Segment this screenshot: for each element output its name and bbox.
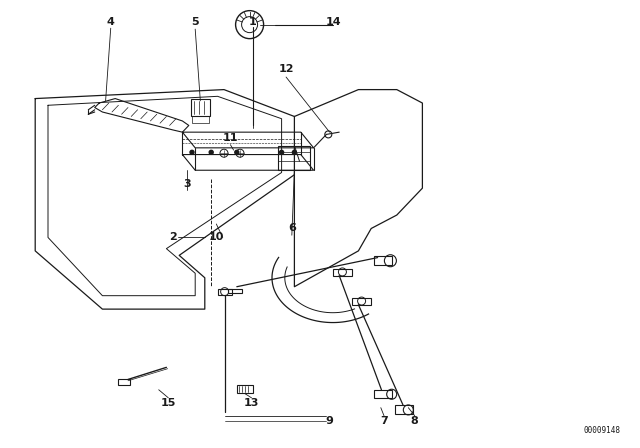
Bar xyxy=(333,269,352,276)
Text: 5: 5 xyxy=(191,17,199,27)
Bar xyxy=(228,289,242,293)
Text: 4: 4 xyxy=(107,17,115,26)
Circle shape xyxy=(209,151,213,154)
Circle shape xyxy=(235,151,239,154)
Bar xyxy=(237,385,253,393)
Circle shape xyxy=(280,151,284,154)
Bar xyxy=(118,379,130,385)
Text: 13: 13 xyxy=(244,398,259,408)
Bar xyxy=(278,146,310,170)
Text: 9: 9 xyxy=(325,416,333,426)
Text: 6: 6 xyxy=(288,224,296,233)
Text: 2: 2 xyxy=(169,233,177,242)
Bar xyxy=(192,116,209,123)
Circle shape xyxy=(190,151,194,154)
Circle shape xyxy=(292,151,296,154)
Text: 1: 1 xyxy=(249,17,257,26)
Bar xyxy=(374,390,392,398)
Bar xyxy=(191,99,210,116)
Text: 3: 3 xyxy=(183,179,191,189)
Bar xyxy=(395,405,413,414)
Text: 11: 11 xyxy=(223,133,238,143)
Text: 00009148: 00009148 xyxy=(584,426,621,435)
Text: 7: 7 xyxy=(380,416,388,426)
Text: 15: 15 xyxy=(161,398,176,408)
Text: 14: 14 xyxy=(326,17,341,26)
Bar xyxy=(218,289,232,295)
Bar xyxy=(352,298,371,305)
Text: 12: 12 xyxy=(278,65,294,74)
Text: 8: 8 xyxy=(411,416,419,426)
Text: 10: 10 xyxy=(209,233,224,242)
Bar xyxy=(374,256,392,265)
